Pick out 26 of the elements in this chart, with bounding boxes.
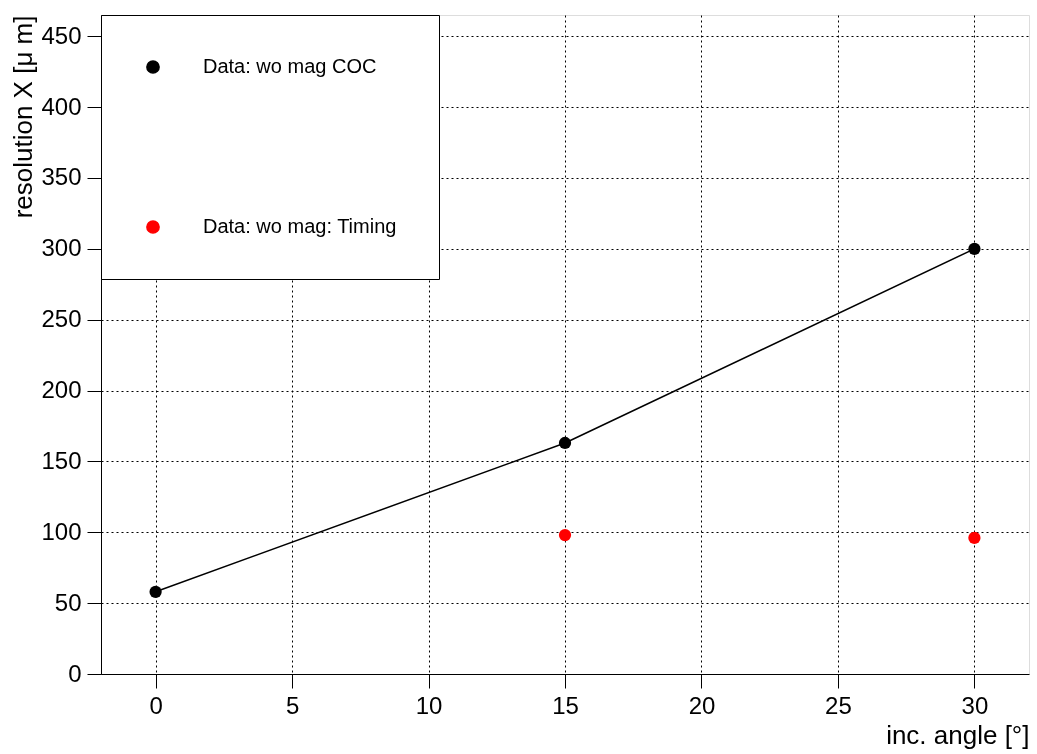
x-tick-label: 0 <box>149 691 163 719</box>
y-tick-label: 0 <box>68 659 82 687</box>
x-tick-label: 20 <box>688 691 716 719</box>
y-tick-label: 250 <box>41 305 82 333</box>
point <box>149 585 162 598</box>
y-tick-label: 450 <box>41 21 82 49</box>
x-tick-label: 15 <box>552 691 579 719</box>
y-tick-label: 150 <box>41 446 82 474</box>
y-tick-label: 300 <box>41 234 82 262</box>
point <box>968 531 981 545</box>
legend-label: Data: wo mag: Timing <box>203 215 397 237</box>
y-tick-label: 200 <box>41 376 82 404</box>
x-axis-title: inc. angle [°] <box>886 719 1030 750</box>
y-tick-label: 50 <box>54 588 82 616</box>
x-tick-label: 5 <box>285 691 300 719</box>
y-axis-title: resolution X [μ m] <box>8 15 39 219</box>
x-tick-label: 10 <box>415 691 443 719</box>
y-tick-label: 400 <box>41 92 82 120</box>
x-tick-label: 25 <box>825 691 852 719</box>
x-tick-label: 30 <box>961 691 989 719</box>
legend-label: Data: wo mag COC <box>203 55 377 77</box>
point <box>558 529 572 542</box>
y-tick-label: 350 <box>41 163 82 191</box>
point <box>558 436 572 450</box>
point <box>968 242 981 255</box>
y-tick-label: 100 <box>41 517 82 545</box>
